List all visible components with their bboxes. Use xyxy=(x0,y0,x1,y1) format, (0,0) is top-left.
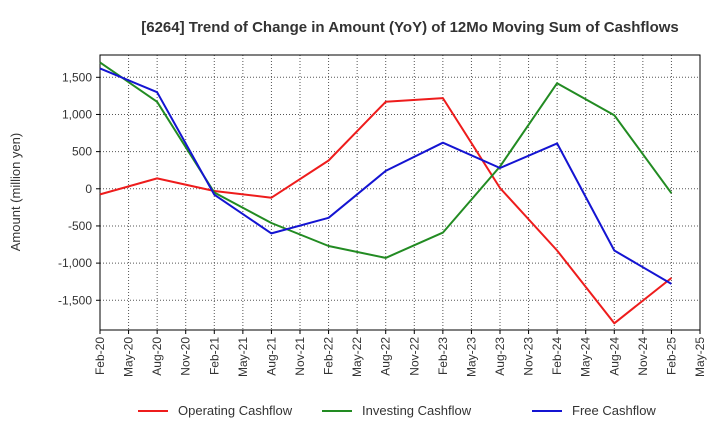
x-tick-label: May-22 xyxy=(350,337,364,377)
chart-title: [6264] Trend of Change in Amount (YoY) o… xyxy=(141,19,679,36)
x-tick-label: Feb-24 xyxy=(550,337,564,375)
x-tick-label: May-20 xyxy=(122,337,136,377)
x-tick-label: Aug-23 xyxy=(493,337,507,376)
grid xyxy=(99,55,701,330)
x-ticks: Feb-20 May-20 Aug-20 Nov-20 Feb-21 May-21 Aug-… xyxy=(93,330,707,377)
x-tick-label: May-25 xyxy=(693,337,707,377)
x-tick-label: May-24 xyxy=(579,337,593,377)
x-tick-label: Nov-22 xyxy=(407,337,421,376)
y-tick-label: -1,000 xyxy=(58,256,92,270)
x-tick-label: Feb-21 xyxy=(207,337,221,375)
legend-label-investing-cashflow: Investing Cashflow xyxy=(362,403,472,418)
y-tick-label: -1,500 xyxy=(58,293,92,307)
x-tick-label: Nov-21 xyxy=(293,337,307,376)
x-tick-label: Aug-24 xyxy=(607,337,621,376)
x-tick-label: May-21 xyxy=(236,337,250,377)
plot-frame xyxy=(99,54,701,331)
x-tick-label: Aug-20 xyxy=(150,337,164,376)
y-tick-label: 0 xyxy=(85,182,92,196)
x-tick-label: Feb-22 xyxy=(322,337,336,375)
x-tick-label: Feb-20 xyxy=(93,337,107,375)
x-tick-label: Nov-24 xyxy=(636,337,650,376)
y-tick-label: -500 xyxy=(68,219,92,233)
x-tick-label: Nov-23 xyxy=(522,337,536,376)
y-tick-label: 1,000 xyxy=(62,107,92,121)
series-lines xyxy=(99,61,673,325)
x-tick-label: Nov-20 xyxy=(179,337,193,376)
y-axis-label: Amount (million yen) xyxy=(8,133,23,252)
x-tick-label: Aug-21 xyxy=(264,337,278,376)
legend-label-operating-cashflow: Operating Cashflow xyxy=(178,403,293,418)
x-tick-label: Aug-22 xyxy=(379,337,393,376)
y-tick-label: 500 xyxy=(72,145,92,159)
x-tick-label: Feb-23 xyxy=(436,337,450,375)
legend-label-free-cashflow: Free Cashflow xyxy=(572,403,656,418)
free-cashflow-line xyxy=(99,67,672,285)
y-ticks: 1,500 1,000 500 0 -500 -1,000 -1,500 xyxy=(58,70,100,307)
x-tick-label: May-23 xyxy=(464,337,478,377)
legend: Operating Cashflow Investing Cashflow Free… xyxy=(138,403,656,418)
operating-cashflow-line xyxy=(99,97,673,325)
x-tick-label: Feb-25 xyxy=(664,337,678,375)
y-tick-label: 1,500 xyxy=(62,70,92,84)
